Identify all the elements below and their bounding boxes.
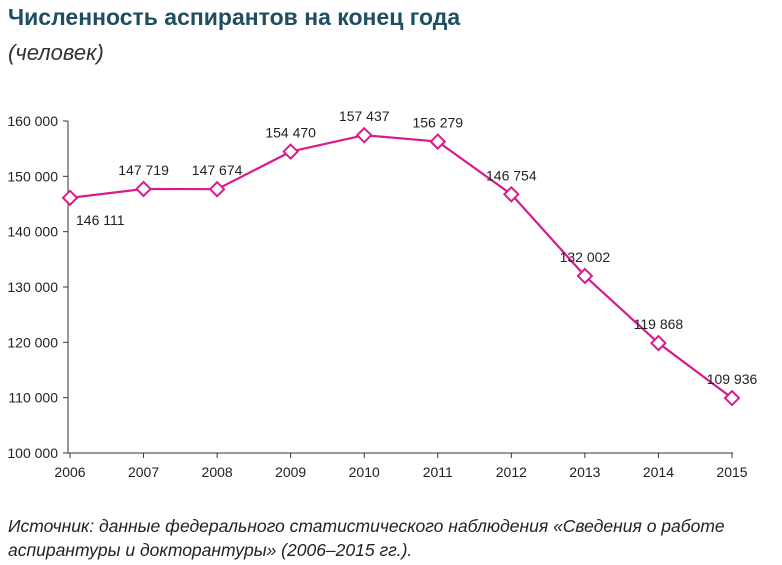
data-label: 119 868 bbox=[634, 316, 684, 332]
x-tick-label: 2011 bbox=[423, 464, 453, 480]
y-tick-label: 150 000 bbox=[7, 168, 58, 184]
x-tick-label: 2006 bbox=[54, 464, 85, 480]
y-tick-label: 140 000 bbox=[7, 224, 58, 240]
series-line bbox=[69, 134, 733, 399]
x-tick-label: 2014 bbox=[643, 464, 674, 480]
x-tick-label: 2013 bbox=[569, 464, 600, 480]
x-tick-label: 2007 bbox=[128, 464, 159, 480]
y-tick-label: 100 000 bbox=[7, 445, 58, 461]
data-point-marker bbox=[650, 334, 667, 352]
data-point-marker bbox=[576, 267, 594, 285]
data-label: 154 470 bbox=[265, 125, 316, 141]
y-tick-label: 130 000 bbox=[7, 279, 58, 295]
data-label: 156 279 bbox=[412, 115, 463, 131]
series-polyline bbox=[69, 134, 733, 399]
data-point-marker bbox=[282, 143, 300, 161]
series-markers bbox=[61, 126, 741, 407]
data-point-marker bbox=[429, 133, 447, 151]
data-point-marker bbox=[61, 189, 79, 207]
x-tick-label: 2009 bbox=[275, 464, 306, 480]
data-point-marker bbox=[135, 180, 152, 198]
y-tick-label: 160 000 bbox=[7, 113, 58, 129]
data-labels: 146 111 147 719 147 674 154 470 157 437 156 2… bbox=[76, 108, 758, 387]
data-label: 109 936 bbox=[707, 371, 758, 387]
x-axis: 2006 2007 2008 2009 2010 2011 2012 2013 2014 2015 bbox=[54, 452, 748, 480]
data-point-marker bbox=[502, 185, 520, 203]
x-tick-label: 2012 bbox=[496, 464, 527, 480]
data-point-marker bbox=[723, 389, 741, 407]
data-label: 132 002 bbox=[560, 249, 611, 265]
data-label: 147 719 bbox=[118, 162, 169, 178]
x-tick-label: 2015 bbox=[716, 464, 747, 480]
data-point-marker bbox=[208, 180, 226, 198]
y-tick-label: 110 000 bbox=[8, 390, 58, 406]
line-chart: 100 000 110 000 120 000 130 000 140 000 150 0… bbox=[7, 108, 758, 480]
data-label: 157 437 bbox=[339, 108, 390, 124]
data-label: 146 111 bbox=[76, 212, 125, 228]
data-label: 147 674 bbox=[192, 162, 243, 178]
x-tick-label: 2008 bbox=[202, 464, 233, 480]
y-axis: 100 000 110 000 120 000 130 000 140 000 150 0… bbox=[7, 113, 69, 461]
source-note: Источник: данные федерального статистиче… bbox=[8, 516, 725, 560]
data-label: 146 754 bbox=[486, 167, 537, 183]
chart-subtitle: (человек) bbox=[8, 40, 104, 65]
x-tick-label: 2010 bbox=[349, 464, 380, 480]
y-tick-label: 120 000 bbox=[7, 334, 58, 350]
chart-title: Численность аспирантов на конец года bbox=[8, 4, 461, 30]
data-point-marker bbox=[355, 126, 373, 144]
